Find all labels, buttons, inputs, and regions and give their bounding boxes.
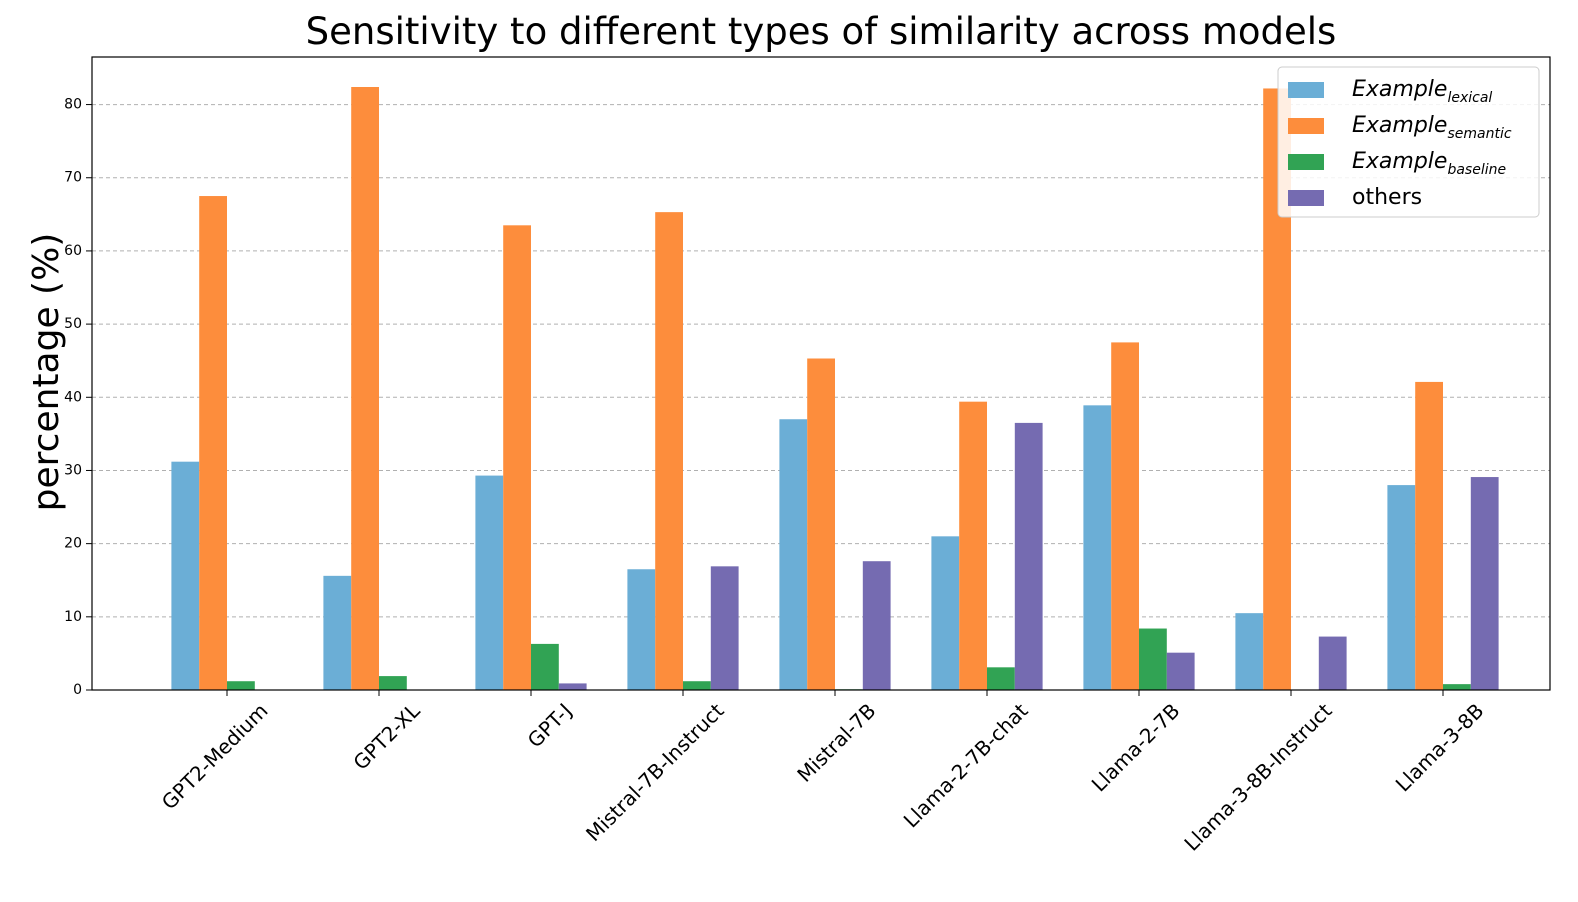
bar-semantic [1415, 381, 1443, 690]
x-tick-label: Mistral-7B-Instruct [581, 698, 729, 846]
bars [171, 87, 1499, 691]
y-tick-label: 10 [64, 609, 82, 625]
y-tick-label: 30 [64, 462, 82, 478]
legend-box [1277, 66, 1540, 218]
legend-entry-subscript: lexical [1447, 90, 1492, 106]
y-tick-label: 60 [64, 243, 82, 259]
legend-entry-name: Example [1352, 113, 1447, 138]
bar-semantic [503, 225, 531, 690]
y-axis-label: percentage (%) [26, 233, 67, 512]
plot-frame [91, 56, 1551, 691]
bar-baseline [227, 681, 255, 690]
y-tick-label: 80 [64, 97, 82, 113]
legend-entry-name: others [1352, 185, 1422, 210]
y-tick-label: 20 [64, 536, 82, 552]
bar-baseline [379, 676, 407, 690]
bar-others [710, 566, 739, 690]
bar-semantic [199, 196, 227, 690]
bar-baseline [1443, 684, 1471, 690]
bar-others [1318, 636, 1347, 690]
legend-entry: Examplesemantic [1352, 113, 1512, 142]
y-tick-label: 50 [64, 316, 82, 332]
bar-lexical [475, 475, 504, 690]
legend-entry-name: Example [1352, 77, 1447, 102]
legend-entry-subscript: baseline [1447, 162, 1506, 178]
bar-semantic [655, 212, 683, 690]
x-tick-label: Llama-3-8B [1391, 699, 1489, 797]
bar-semantic [959, 401, 987, 690]
y-tick-label: 0 [73, 682, 82, 698]
x-tick-label: GPT2-XL [348, 698, 425, 775]
bar-lexical [1387, 485, 1416, 690]
y-tick-label: 70 [64, 170, 82, 186]
bar-baseline [987, 667, 1015, 690]
bar-lexical [1235, 613, 1264, 690]
bar-lexical [779, 419, 808, 690]
bar-lexical [1083, 405, 1112, 690]
chart-title: Sensitivity to different types of simila… [305, 10, 1337, 53]
bar-baseline [531, 643, 559, 690]
x-tick-label: GPT-J [523, 699, 577, 753]
bar-others [1470, 477, 1499, 690]
legend-entry-name: Example [1352, 149, 1447, 174]
legend-entry: Examplelexical [1352, 77, 1492, 106]
bar-lexical [323, 575, 352, 690]
bar-others [862, 561, 891, 690]
bar-baseline [683, 681, 711, 690]
bar-semantic [807, 358, 835, 690]
bar-baseline [1139, 628, 1167, 690]
x-tick-label: Llama-3-8B-Instruct [1179, 698, 1336, 855]
bar-semantic [1111, 342, 1139, 690]
x-tick-label: Llama-2-7B-chat [899, 698, 1033, 832]
bar-lexical [171, 461, 200, 690]
legend-swatch [1288, 190, 1324, 206]
legend-entry: others [1352, 185, 1422, 210]
legend-entry: Examplebaseline [1352, 149, 1506, 178]
x-tick-label: Llama-2-7B [1087, 699, 1185, 797]
bar-others [558, 683, 587, 690]
legend-entry-subscript: semantic [1447, 126, 1511, 142]
bar-lexical [931, 536, 960, 690]
y-tick-label: 40 [64, 389, 82, 405]
x-tick-label: GPT2-Medium [157, 699, 273, 815]
x-tick-label: Mistral-7B [792, 699, 880, 787]
bar-others [1014, 422, 1043, 690]
legend-swatch [1288, 118, 1324, 134]
bar-semantic [351, 87, 379, 690]
bar-others [1166, 652, 1195, 690]
legend-swatch [1288, 82, 1324, 98]
legend-swatch [1288, 154, 1324, 170]
bar-lexical [627, 569, 656, 690]
legend: ExamplelexicalExamplesemanticExamplebase… [1277, 66, 1540, 218]
